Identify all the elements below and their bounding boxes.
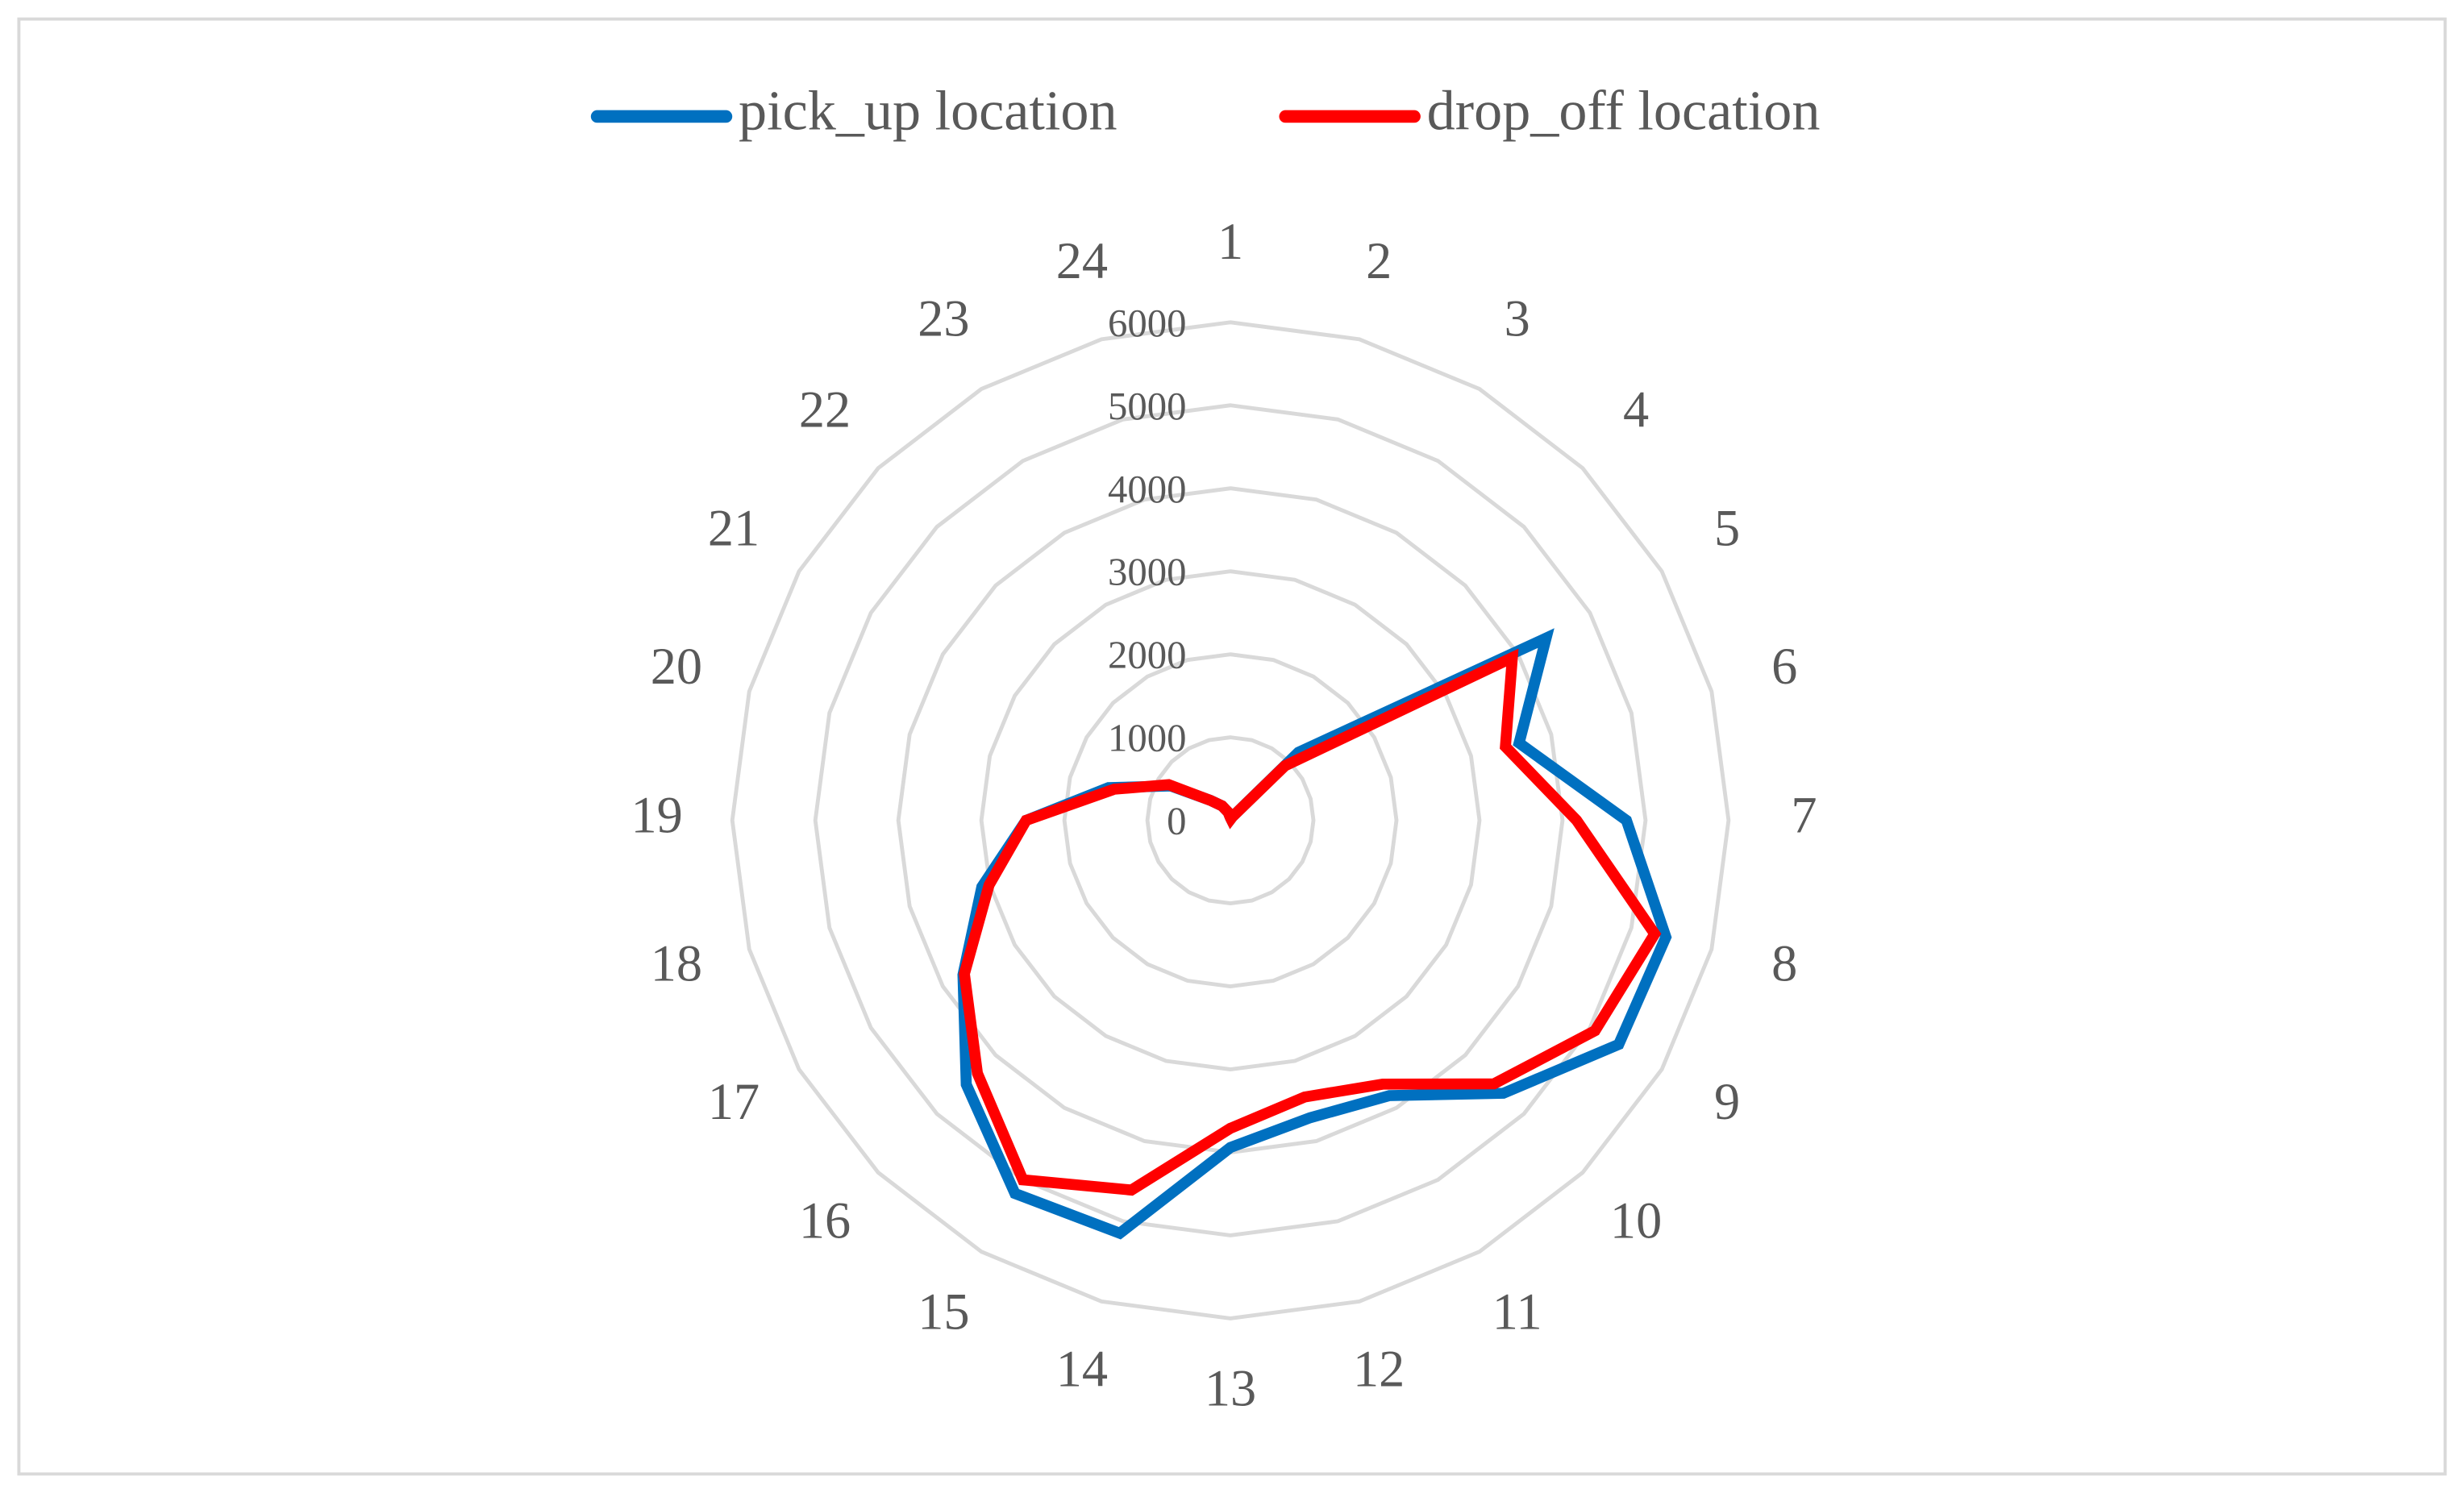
r-tick-label: 2000 <box>1108 634 1186 677</box>
r-tick-label: 6000 <box>1108 302 1186 345</box>
grid-ring <box>813 403 1648 1237</box>
category-label: 13 <box>1205 1360 1256 1417</box>
category-label: 17 <box>708 1073 760 1130</box>
category-label: 15 <box>918 1283 969 1340</box>
r-tick-label: 3000 <box>1108 551 1186 594</box>
r-tick-label: 5000 <box>1108 385 1186 428</box>
grid-ring <box>1062 652 1399 989</box>
category-label: 1 <box>1217 213 1243 270</box>
legend-label: pick_up location <box>739 80 1118 143</box>
category-label: 4 <box>1623 381 1649 438</box>
category-label: 23 <box>918 289 969 347</box>
grid-ring <box>979 569 1482 1071</box>
category-label: 14 <box>1056 1341 1108 1398</box>
category-label: 9 <box>1714 1073 1740 1130</box>
category-label: 10 <box>1610 1191 1662 1249</box>
category-label: 22 <box>799 381 851 438</box>
r-tick-label: 0 <box>1167 800 1186 843</box>
category-label: 19 <box>631 786 683 843</box>
category-label: 2 <box>1366 232 1392 289</box>
chart-border <box>17 17 2447 1476</box>
category-label: 12 <box>1353 1341 1405 1398</box>
category-label: 8 <box>1771 934 1797 992</box>
category-label: 3 <box>1505 289 1530 347</box>
grid-ring <box>1145 735 1316 906</box>
category-label: 5 <box>1714 500 1740 557</box>
series-line <box>959 648 1662 1196</box>
category-label: 21 <box>708 500 760 557</box>
category-label: 11 <box>1492 1283 1542 1340</box>
r-tick-label: 1000 <box>1108 717 1186 760</box>
category-label: 16 <box>799 1191 851 1249</box>
category-label: 6 <box>1771 638 1797 695</box>
category-label: 20 <box>651 638 702 695</box>
legend-label: drop_off location <box>1427 80 1821 143</box>
category-label: 24 <box>1056 232 1108 289</box>
grid-ring <box>730 320 1731 1320</box>
category-label: 18 <box>651 934 702 992</box>
category-label: 7 <box>1791 786 1817 843</box>
r-tick-label: 4000 <box>1108 468 1186 511</box>
